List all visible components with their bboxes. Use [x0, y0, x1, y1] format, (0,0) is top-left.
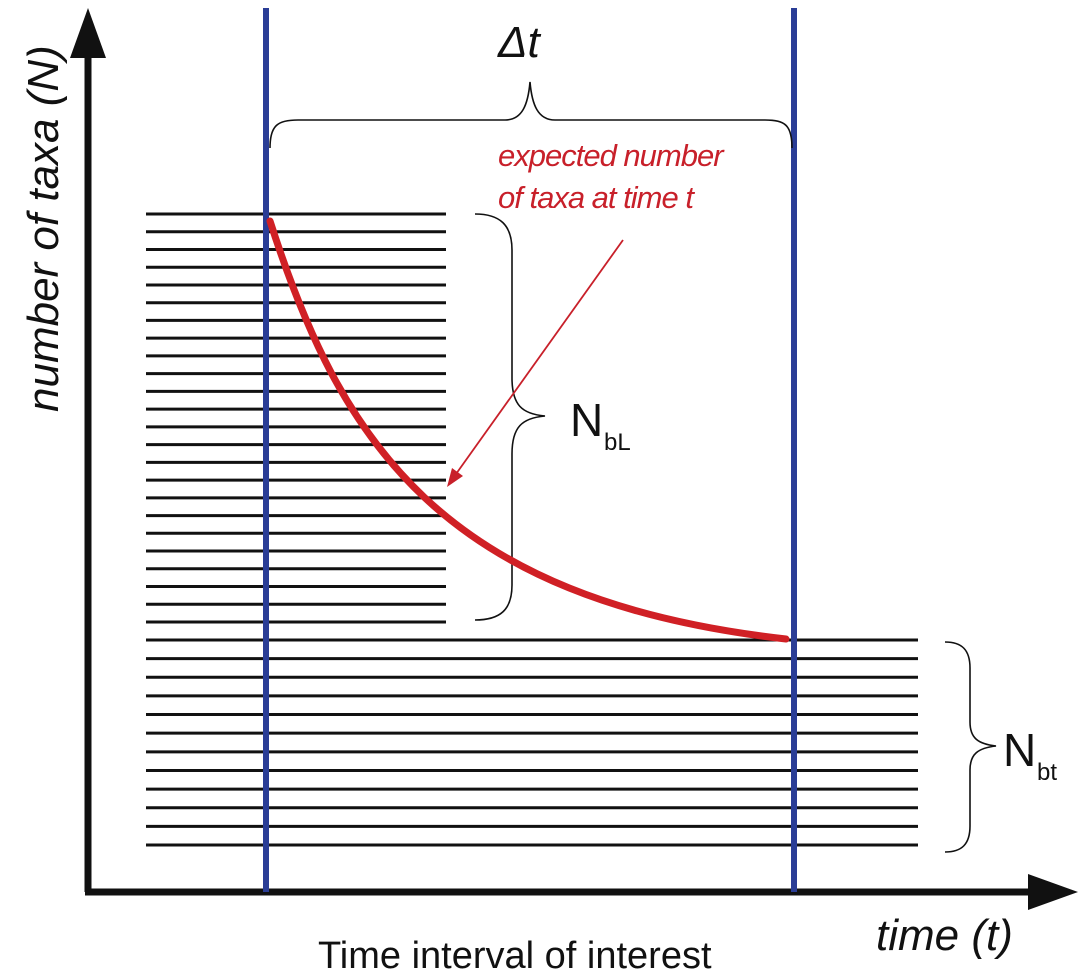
y-axis-arrowhead: [70, 8, 106, 58]
lower-taxa-lines: [146, 638, 918, 847]
lower-group-label-subscript: bt: [1037, 759, 1057, 786]
lower-group-label: N: [1003, 724, 1036, 776]
lower-group-brace: [944, 641, 997, 853]
interval-caption: Time interval of interest: [318, 935, 712, 975]
annotation-arrowhead: [447, 468, 463, 487]
upper-group-label-subscript: bL: [604, 429, 631, 456]
y-axis-title: number of taxa (N): [19, 45, 68, 412]
expected-taxa-curve: [266, 217, 790, 643]
axes: [70, 8, 1078, 910]
x-axis-arrowhead: [1028, 874, 1078, 910]
upper-taxa-lines: [146, 212, 446, 624]
interval-label: Δt: [497, 18, 542, 67]
upper-group-brace: [474, 213, 546, 621]
annotation-arrow-line: [455, 239, 624, 475]
upper-group-label: N: [570, 394, 603, 446]
interval-brace: [269, 81, 793, 149]
annotation-line-2: of taxa at time t: [498, 180, 695, 215]
annotation-line-1: expected number: [498, 138, 725, 173]
x-axis-title: time (t): [876, 911, 1013, 960]
